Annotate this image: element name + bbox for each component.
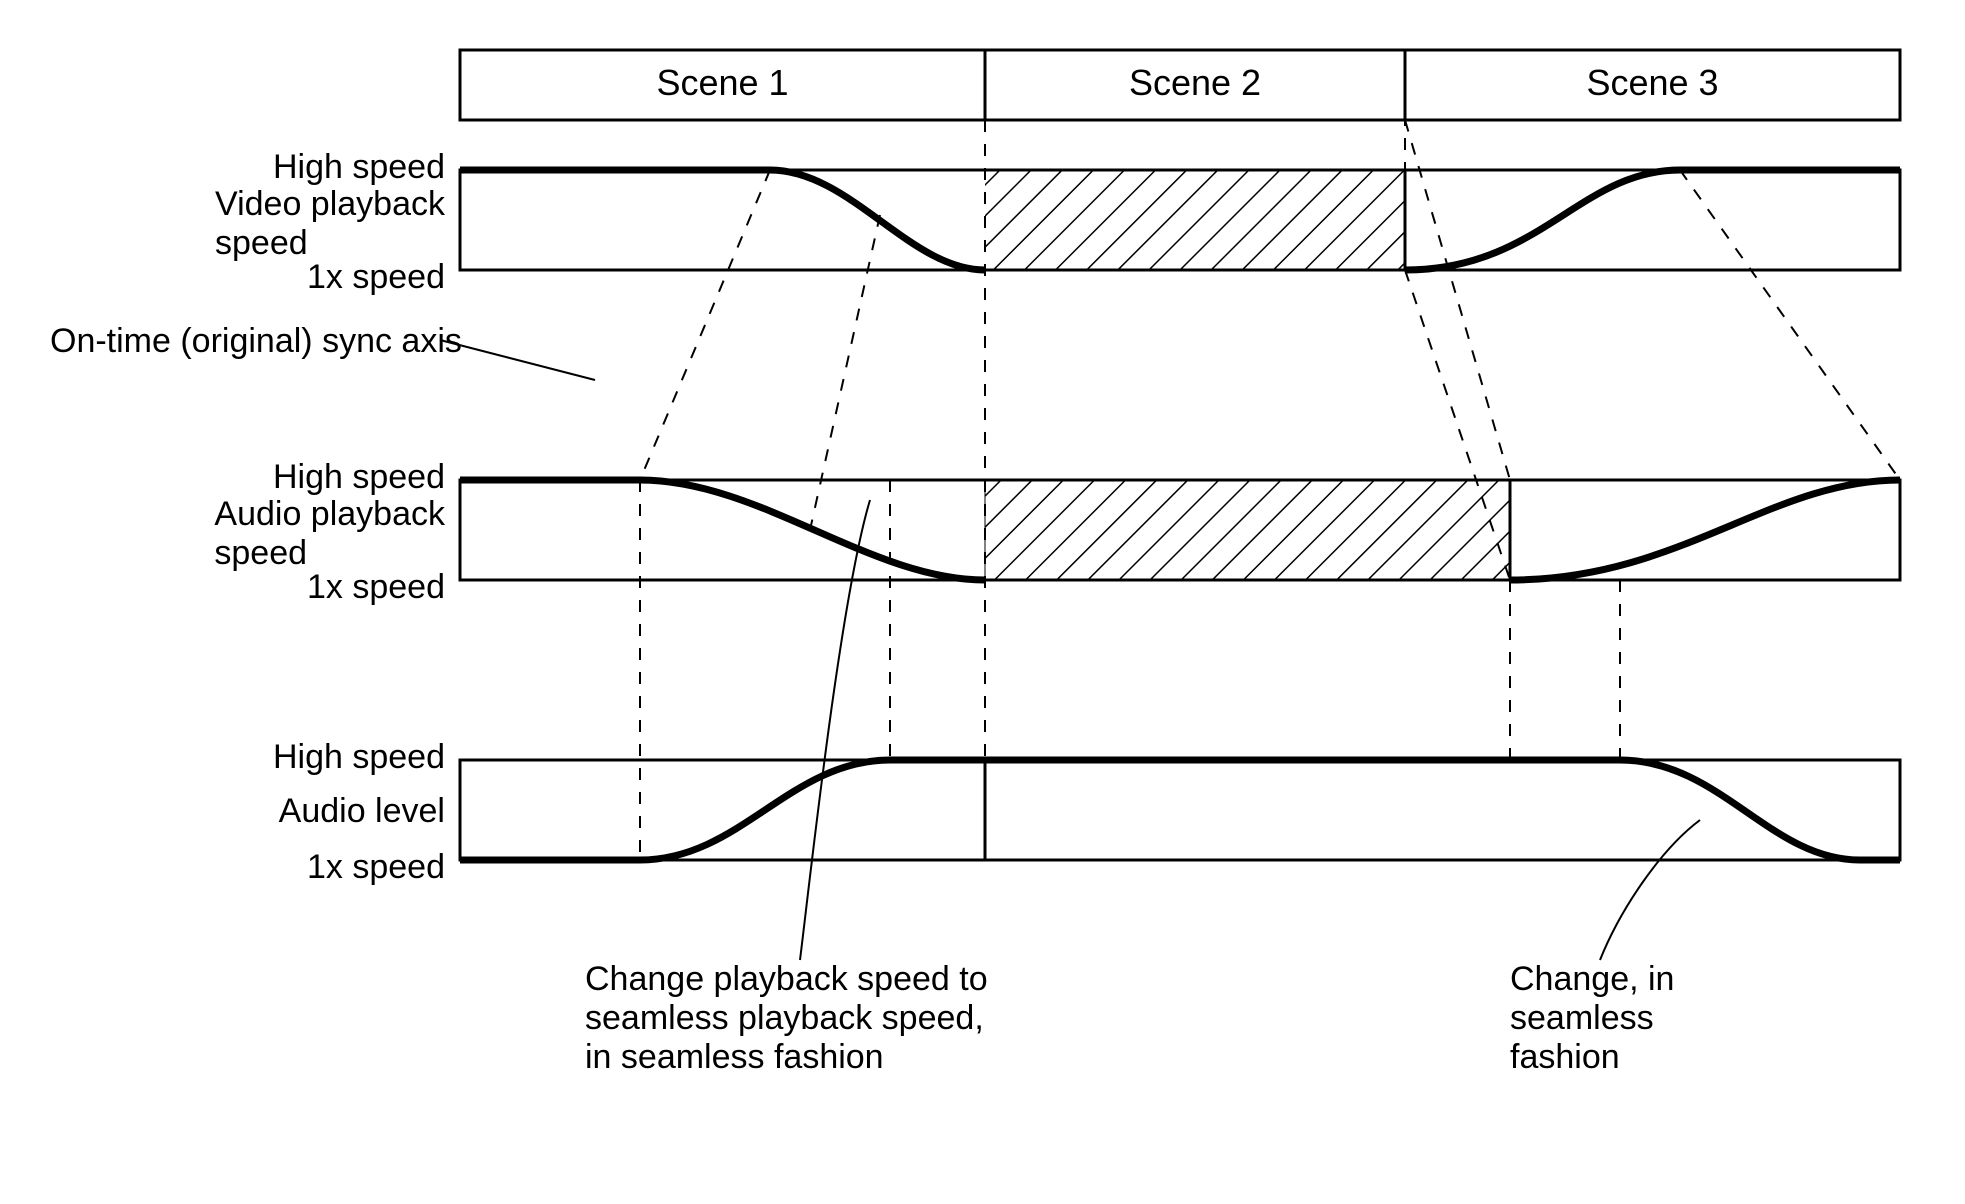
video-upper-label: High speed (273, 148, 445, 187)
audio-title-label: Audio playback speed (214, 495, 445, 573)
scene-2-label: Scene 2 (985, 62, 1405, 104)
audio-upper-label: High speed (273, 458, 445, 497)
sync-pointer (440, 340, 595, 380)
level-lower-label: 1x speed (307, 848, 445, 887)
audio-lower-label: 1x speed (307, 568, 445, 607)
scene-1-label: Scene 1 (460, 62, 985, 104)
bottom-right-annotation: Change, in seamless fashion (1510, 960, 1674, 1077)
video-lower-label: 1x speed (307, 258, 445, 297)
bottom-left-annotation: Change playback speed to seamless playba… (585, 960, 988, 1077)
scene-3-label: Scene 3 (1405, 62, 1900, 104)
video-row (460, 170, 1900, 270)
audio-row (460, 480, 1900, 580)
level-upper-label: High speed (273, 738, 445, 777)
level-row (460, 760, 1900, 860)
video-title-label: Video playback speed (215, 185, 445, 263)
playback-diagram: Scene 1 Scene 2 Scene 3 High speed Video… (40, 40, 1925, 1164)
sync-axis-label: On-time (original) sync axis (50, 322, 462, 361)
level-title-label: Audio level (279, 792, 445, 831)
